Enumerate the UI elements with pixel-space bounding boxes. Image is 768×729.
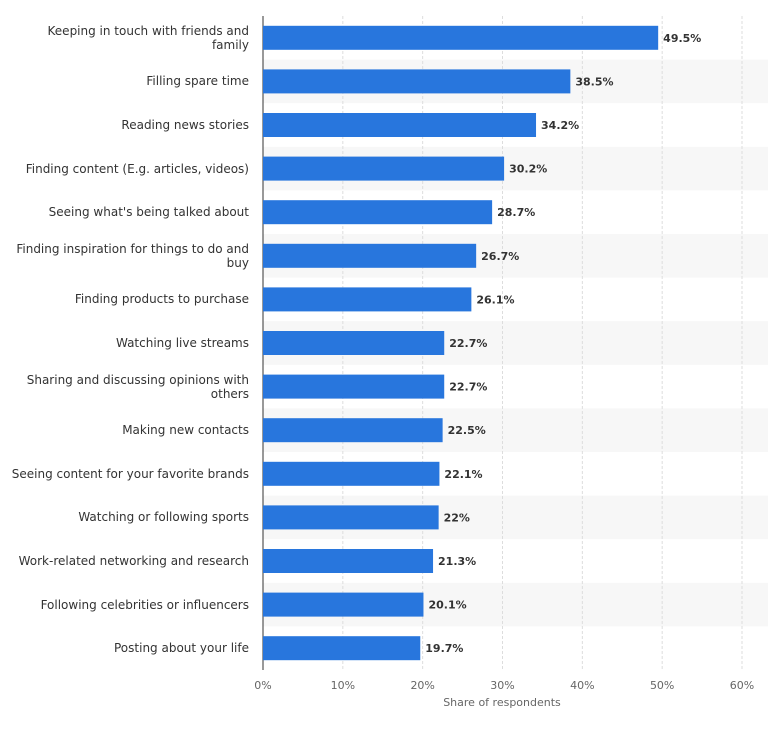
x-tick-label: 50% (650, 679, 674, 692)
y-tick-label: Sharing and discussing opinions with oth… (26, 372, 249, 401)
value-label: 22.7% (449, 381, 487, 394)
value-label: 20.1% (428, 599, 466, 612)
y-tick-label: Work-related networking and research (18, 554, 249, 568)
value-label: 19.7% (425, 642, 463, 655)
bar (263, 418, 443, 443)
y-tick-label: Finding content (E.g. articles, videos) (25, 161, 249, 176)
bar (263, 592, 424, 617)
bar (263, 505, 439, 530)
x-tick-label: 0% (254, 679, 271, 692)
bar (263, 25, 659, 50)
bar (263, 461, 440, 486)
bar (263, 113, 537, 137)
value-label: 49.5% (663, 32, 701, 45)
value-label: 38.5% (575, 75, 613, 88)
value-label: 28.7% (497, 206, 535, 219)
y-tick-label: Making new contacts (122, 423, 249, 438)
value-label: 30.2% (509, 163, 547, 176)
y-tick-label: Watching or following sports (78, 510, 249, 525)
bar (263, 287, 472, 312)
value-label: 22.7% (449, 337, 487, 350)
bar (263, 200, 493, 225)
y-tick-label: Posting about your life (114, 641, 249, 656)
bar (263, 243, 477, 268)
y-tick-label: Following celebrities or influencers (40, 597, 249, 612)
bar (263, 156, 505, 181)
value-label: 21.3% (438, 555, 476, 568)
value-label: 26.7% (481, 250, 519, 263)
x-axis-label: Share of respondents (443, 696, 561, 709)
y-tick-label: Seeing content for your favorite brands (11, 466, 249, 481)
value-label: 34.2% (541, 119, 579, 132)
x-tick-label: 60% (730, 679, 754, 692)
bar (263, 549, 434, 573)
value-label: 22% (444, 511, 470, 524)
y-tick-label: Watching live streams (115, 336, 249, 350)
bar (263, 69, 571, 94)
bar (263, 636, 421, 661)
bar (263, 331, 445, 355)
value-label: 22.1% (444, 468, 482, 481)
value-label: 26.1% (476, 293, 514, 306)
y-tick-label: Reading news stories (121, 118, 249, 132)
y-tick-label: Keeping in touch with friends and family (47, 23, 249, 52)
x-tick-label: 30% (490, 679, 514, 692)
y-tick-label: Seeing what's being talked about (48, 205, 249, 220)
x-tick-label: 10% (331, 679, 355, 692)
bar (263, 374, 445, 399)
x-tick-label: 20% (410, 679, 434, 692)
y-tick-label: Finding inspiration for things to do and… (16, 241, 249, 270)
y-tick-label: Finding products to purchase (74, 292, 249, 307)
y-tick-label: Filling spare time (146, 74, 249, 89)
x-tick-label: 40% (570, 679, 594, 692)
value-label: 22.5% (448, 424, 486, 437)
